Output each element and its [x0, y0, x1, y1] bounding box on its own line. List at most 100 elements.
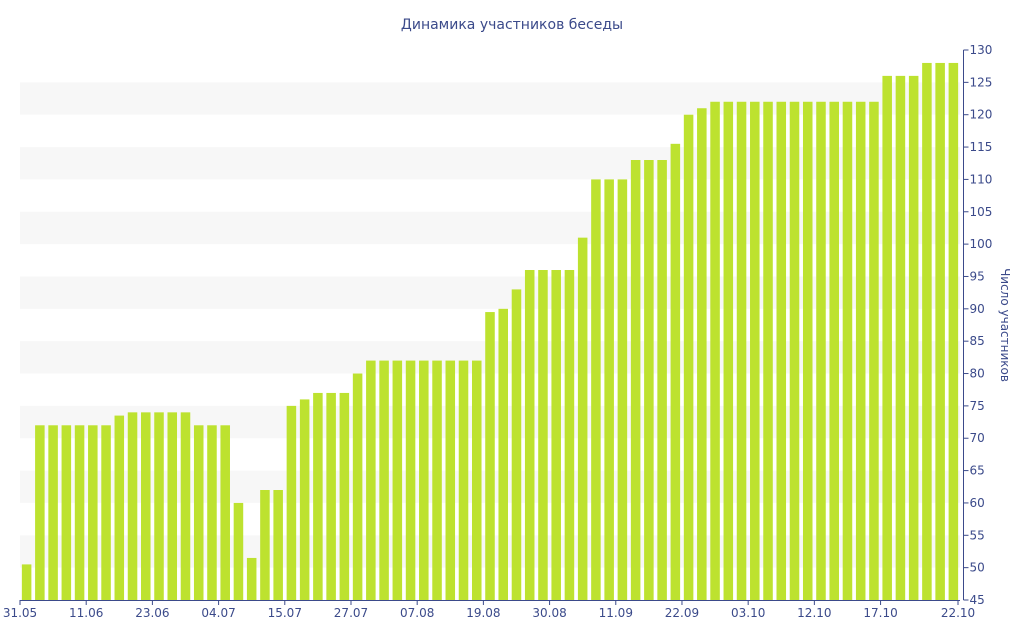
bar: [697, 108, 707, 601]
bar: [339, 392, 350, 600]
y-tick-label: 75: [970, 399, 985, 413]
bar: [154, 412, 164, 600]
y-axis: 45 50 55 60 65 70 75 80 85 90 95 100 105 110 115 120 125…: [963, 43, 993, 607]
y-tick-label: 55: [970, 528, 985, 542]
x-tick-label: 07.08: [400, 606, 434, 620]
bar: [498, 308, 508, 600]
y-tick-label: 120: [970, 108, 993, 122]
x-tick-label: 31.05: [3, 606, 37, 620]
y-tick-label: 45: [970, 593, 985, 607]
bar: [313, 392, 323, 600]
y-tick-label: 50: [970, 561, 985, 575]
bar: [882, 75, 892, 600]
bar: [273, 490, 283, 600]
bar: [180, 412, 191, 600]
y-tick-label: 115: [970, 140, 993, 154]
bar: [392, 360, 403, 600]
y-tick-label: 90: [970, 302, 985, 316]
y-tick-label: 105: [970, 205, 993, 219]
y-tick-label: 60: [970, 496, 985, 510]
bar: [908, 75, 919, 600]
x-tick-label: 27.07: [334, 606, 368, 620]
x-axis: 31.05 11.06 23.06 04.07 15.07 27.07 07.08 19.08…: [3, 600, 975, 620]
bar: [816, 101, 826, 600]
bar: [617, 179, 628, 600]
bar: [644, 160, 654, 600]
bar: [524, 270, 535, 600]
bar: [511, 289, 522, 600]
bar: [35, 425, 45, 600]
x-tick-label: 11.09: [599, 606, 633, 620]
bar: [591, 179, 601, 600]
bar: [233, 502, 244, 600]
bar: [379, 360, 389, 600]
bar: [405, 360, 416, 600]
x-tick-label: 04.07: [201, 606, 235, 620]
y-tick-label: 95: [970, 269, 985, 283]
bar: [948, 62, 959, 600]
bar: [551, 270, 561, 600]
y-axis-label: Число участников: [998, 268, 1012, 382]
x-tick-label: 03.10: [731, 606, 765, 620]
y-tick-label: 85: [970, 334, 985, 348]
x-tick-label: 11.06: [69, 606, 103, 620]
x-tick-label: 12.10: [797, 606, 831, 620]
bar: [577, 237, 588, 600]
bar: [445, 360, 456, 600]
bar: [193, 425, 204, 600]
x-tick-label: 22.10: [941, 606, 975, 620]
x-tick-label: 30.08: [532, 606, 566, 620]
bars: [21, 62, 959, 601]
bar: [869, 101, 879, 600]
bar: [88, 425, 98, 600]
bar: [419, 360, 429, 600]
chart-title: Динамика участников беседы: [401, 17, 623, 33]
bar: [657, 160, 667, 600]
bar: [61, 425, 72, 600]
x-tick-label: 15.07: [268, 606, 302, 620]
y-tick-label: 70: [970, 431, 985, 445]
bar: [895, 75, 906, 600]
bar: [167, 412, 178, 600]
bar: [299, 399, 310, 600]
y-tick-label: 130: [970, 43, 993, 57]
bar: [683, 114, 694, 601]
bar: [855, 101, 866, 600]
y-tick-label: 80: [970, 367, 985, 381]
bar: [260, 490, 270, 600]
bar: [21, 564, 32, 600]
bar: [432, 360, 442, 600]
bar: [829, 101, 839, 600]
bar: [763, 101, 773, 600]
y-tick-label: 65: [970, 464, 985, 478]
x-tick-label: 19.08: [466, 606, 500, 620]
bar: [842, 101, 853, 600]
bar: [604, 179, 614, 600]
bar: [630, 160, 641, 600]
bar: [670, 143, 681, 600]
bar: [710, 101, 720, 600]
x-tick-label: 22.09: [665, 606, 699, 620]
x-tick-label: 17.10: [863, 606, 897, 620]
x-tick-label: 23.06: [135, 606, 169, 620]
bar: [922, 62, 932, 600]
bar: [141, 412, 151, 600]
bar: [326, 392, 336, 600]
bar: [246, 557, 257, 600]
bar: [352, 373, 363, 600]
bar: [286, 405, 297, 600]
bar: [538, 270, 548, 600]
bar: [48, 425, 58, 600]
bar: [736, 101, 747, 600]
bar: [127, 412, 138, 600]
bar: [220, 425, 230, 600]
bar: [564, 270, 575, 600]
bar: [485, 312, 495, 600]
bar: [114, 415, 125, 600]
bar: [935, 62, 945, 600]
bar: [458, 360, 469, 600]
bar: [101, 425, 111, 600]
bar: [776, 101, 787, 600]
bar: [723, 101, 734, 600]
